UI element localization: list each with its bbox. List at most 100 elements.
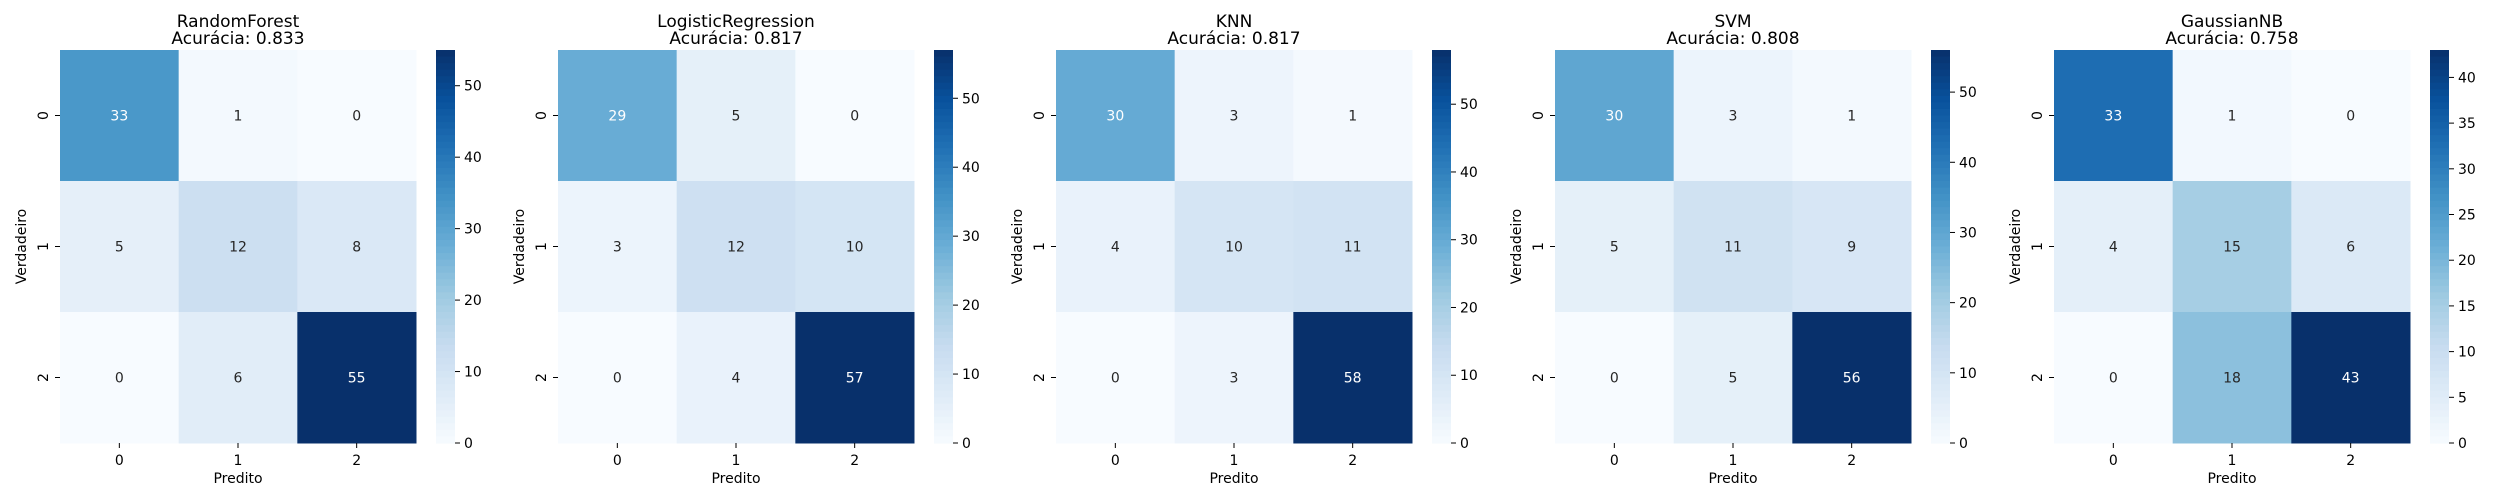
colorbar-segment — [2430, 338, 2449, 346]
colorbar-segment — [436, 167, 455, 176]
colorbar-segment — [436, 253, 455, 261]
heatmap-cell — [558, 181, 678, 313]
colorbar-segment — [2430, 207, 2449, 215]
colorbar-segment — [436, 108, 455, 117]
colorbar-segment — [436, 220, 455, 228]
colorbar-tick-label: 10 — [1460, 368, 1478, 384]
y-axis-label: Verdadeiro — [14, 209, 30, 284]
heatmap-cell — [297, 181, 417, 313]
colorbar-segment — [2430, 384, 2449, 392]
heatmap-cell — [2291, 181, 2411, 313]
colorbar-segment — [1432, 285, 1451, 293]
colorbar-segment — [1931, 318, 1950, 326]
y-tick-label: 2 — [2030, 373, 2046, 382]
colorbar-segment — [2430, 436, 2449, 444]
colorbar-segment — [436, 331, 455, 339]
colorbar-tick-label: 0 — [962, 436, 971, 452]
heatmap-cell — [1174, 312, 1294, 444]
colorbar-segment — [2430, 167, 2449, 176]
colorbar-segment — [2430, 239, 2449, 248]
heatmap-cell — [2054, 312, 2174, 444]
colorbar-segment — [934, 102, 953, 110]
colorbar-segment — [1432, 266, 1451, 274]
colorbar-segment — [1432, 69, 1451, 77]
cell-value-label: 0 — [115, 371, 124, 387]
colorbar-segment — [934, 298, 953, 307]
colorbar-segment — [2430, 397, 2449, 405]
colorbar-segment — [1931, 279, 1950, 287]
colorbar-segment — [436, 135, 455, 143]
colorbar-tick-label: 50 — [464, 79, 482, 95]
colorbar-segment — [1931, 436, 1950, 444]
x-tick-label: 2 — [1348, 453, 1357, 469]
colorbar-tick-label: 40 — [1460, 165, 1478, 181]
colorbar-segment — [1432, 331, 1451, 339]
panel-title: LogisticRegression — [657, 12, 815, 32]
heatmap-cell — [676, 312, 796, 444]
colorbar-segment — [436, 312, 455, 320]
colorbar-segment — [1931, 423, 1950, 431]
colorbar-segment — [2430, 69, 2449, 77]
colorbar-tick-label: 20 — [464, 293, 482, 309]
colorbar-segment — [2430, 312, 2449, 320]
colorbar-segment — [2430, 390, 2449, 398]
colorbar-segment — [934, 259, 953, 267]
colorbar-segment — [2430, 174, 2449, 182]
colorbar-segment — [1931, 154, 1950, 162]
cell-value-label: 11 — [1724, 240, 1742, 256]
heatmap-cell — [2291, 50, 2411, 182]
colorbar-segment — [436, 63, 455, 71]
cell-value-label: 10 — [1225, 240, 1243, 256]
panel-subtitle: Acurácia: 0.833 — [171, 29, 304, 49]
y-axis-label: Verdadeiro — [1509, 209, 1525, 284]
colorbar-segment — [934, 292, 953, 300]
cell-value-label: 55 — [348, 371, 366, 387]
colorbar-segment — [1432, 397, 1451, 405]
colorbar-segment — [934, 174, 953, 182]
colorbar-segment — [1931, 325, 1950, 333]
panel-subtitle: Acurácia: 0.817 — [1167, 29, 1300, 49]
colorbar-segment — [436, 390, 455, 398]
colorbar-segment — [1432, 220, 1451, 228]
colorbar-segment — [1432, 253, 1451, 261]
colorbar-segment — [934, 416, 953, 424]
cell-value-label: 0 — [2346, 109, 2355, 125]
colorbar-segment — [436, 364, 455, 372]
colorbar-segment — [2430, 305, 2449, 313]
heatmap-cell — [1792, 181, 1912, 313]
colorbar-segment — [1931, 305, 1950, 313]
colorbar-segment — [934, 266, 953, 274]
colorbar-segment — [1432, 174, 1451, 182]
colorbar-segment — [2430, 246, 2449, 254]
colorbar-segment — [1432, 135, 1451, 143]
colorbar-segment — [934, 318, 953, 326]
y-tick-label: 2 — [1531, 373, 1547, 382]
colorbar-segment — [2430, 423, 2449, 431]
colorbar-segment — [436, 89, 455, 97]
colorbar-segment — [1931, 331, 1950, 339]
colorbar-segment — [1432, 128, 1451, 136]
colorbar-segment — [1432, 95, 1451, 103]
colorbar-segment — [1931, 200, 1950, 208]
colorbar-segment — [934, 63, 953, 71]
colorbar-segment — [436, 102, 455, 110]
colorbar-segment — [1931, 187, 1950, 195]
colorbar-segment — [1931, 403, 1950, 411]
colorbar-segment — [1931, 141, 1950, 149]
colorbar-segment — [1432, 108, 1451, 117]
colorbar-segment — [436, 128, 455, 136]
colorbar-segment — [1931, 364, 1950, 372]
colorbar-segment — [1432, 410, 1451, 418]
colorbar-tick-label: 30 — [1959, 225, 1977, 241]
heatmap-cell — [60, 181, 180, 313]
colorbar-tick-label: 50 — [1460, 97, 1478, 113]
colorbar-segment — [2430, 122, 2449, 130]
x-tick-label: 0 — [115, 453, 124, 469]
colorbar-segment — [2430, 259, 2449, 267]
colorbar-tick-label: 40 — [464, 150, 482, 166]
colorbar-segment — [1931, 115, 1950, 123]
colorbar-segment — [436, 56, 455, 64]
colorbar-segment — [934, 285, 953, 293]
heatmap-cell — [1792, 50, 1912, 182]
